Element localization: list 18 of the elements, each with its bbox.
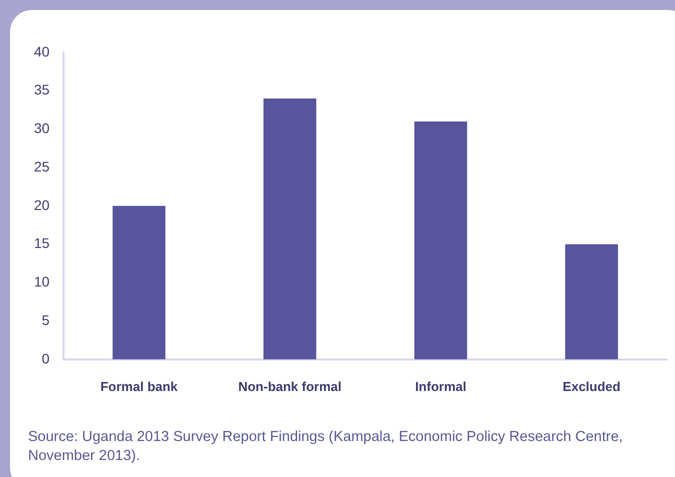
x-tick-label: Formal bank <box>100 378 178 394</box>
y-tick-label: 25 <box>34 158 50 174</box>
x-tick-label: Informal <box>415 378 466 394</box>
y-tick-label: 5 <box>42 312 50 328</box>
y-tick-label: 30 <box>34 120 50 136</box>
y-tick-label: 0 <box>42 350 50 366</box>
bar <box>565 244 618 360</box>
x-tick-label: Non-bank formal <box>238 378 342 394</box>
y-tick-label: 35 <box>34 82 50 98</box>
x-tick-label: Excluded <box>562 378 621 394</box>
source-note: Source: Uganda 2013 Survey Report Findings (Kampala, Economic Policy Research Centre, November 2013). <box>28 428 624 466</box>
y-tick-label: 15 <box>34 235 50 252</box>
y-tick-label: 20 <box>34 196 50 213</box>
bar <box>112 206 166 360</box>
bar <box>414 121 468 360</box>
bar <box>263 98 316 360</box>
y-tick-label: 40 <box>34 43 50 60</box>
y-tick-label: 10 <box>34 274 50 290</box>
